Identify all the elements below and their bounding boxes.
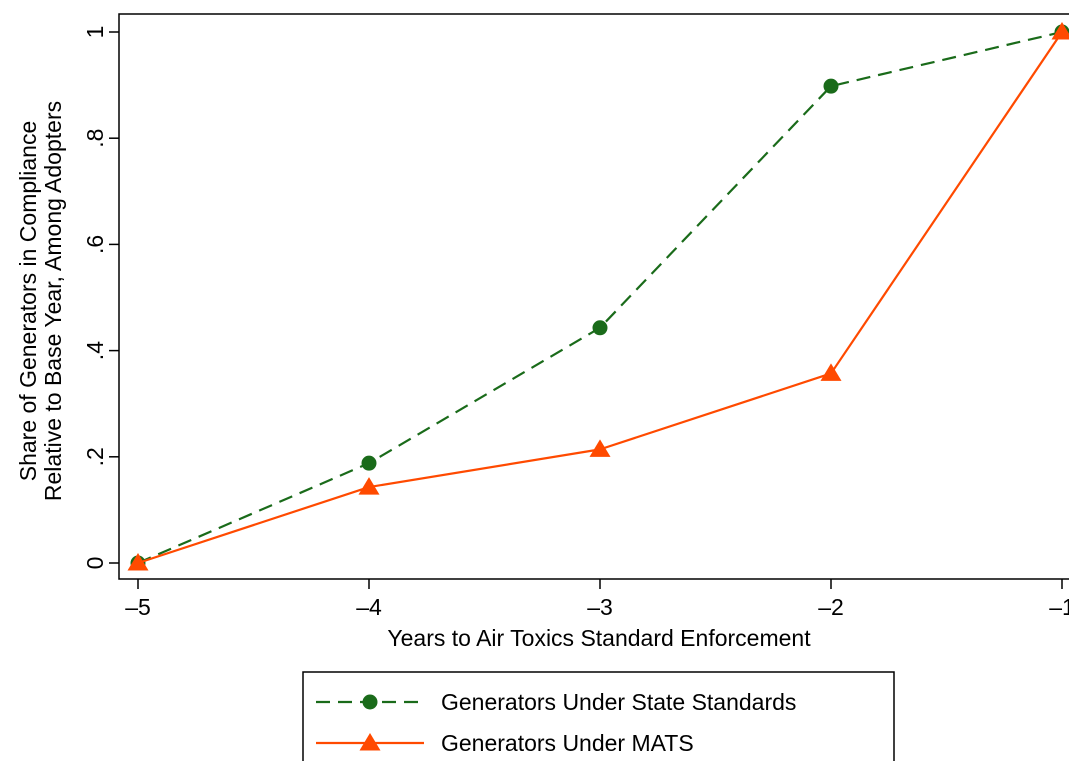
legend-label: Generators Under MATS: [441, 730, 694, 756]
series-layer: [127, 22, 1069, 571]
series-point-triangle: [589, 439, 611, 457]
x-axis-title: Years to Air Toxics Standard Enforcement: [387, 625, 811, 651]
x-tick-label: –2: [818, 594, 844, 620]
x-tick-label: –1: [1049, 594, 1069, 620]
y-axis-title-line-2: Relative to Base Year, Among Adopters: [40, 101, 66, 501]
y-axis-title-line-1: Share of Generators in Compliance: [15, 121, 41, 482]
series-point-circle: [361, 455, 377, 471]
series-point-triangle: [358, 477, 380, 495]
plot-frame: [118, 13, 1069, 580]
series-point-circle: [823, 78, 839, 94]
legend-box: [302, 671, 895, 761]
y-tick-label: 1: [82, 26, 108, 39]
y-tick-label: .8: [82, 129, 108, 148]
legend-label: Generators Under State Standards: [441, 689, 796, 715]
y-axis-title: Share of Generators in Compliance Relati…: [15, 101, 66, 501]
legend-entry-1: Generators Under State Standards: [316, 689, 796, 715]
x-tick-label: –3: [587, 594, 613, 620]
series-point-triangle: [127, 553, 149, 571]
series-point-triangle: [1051, 22, 1069, 40]
legend: Generators Under State Standards Generato…: [302, 671, 895, 761]
series-point-circle: [592, 320, 608, 336]
legend-entry-2: Generators Under MATS: [316, 730, 694, 756]
x-tick-label: –5: [125, 594, 151, 620]
series-2: [127, 22, 1069, 571]
y-tick-label: .6: [82, 235, 108, 254]
legend-swatch-marker: [362, 694, 378, 710]
y-tick-label: .2: [82, 447, 108, 466]
y-tick-label: 0: [82, 557, 108, 570]
series-point-triangle: [820, 363, 842, 381]
x-axis: –5 –4 –3 –2 –1: [125, 579, 1069, 620]
y-axis: 0 .2 .4 .6 .8 1: [82, 26, 119, 570]
x-tick-label: –4: [356, 594, 382, 620]
legend-swatch-marker: [359, 733, 381, 751]
y-tick-label: .4: [82, 341, 108, 360]
